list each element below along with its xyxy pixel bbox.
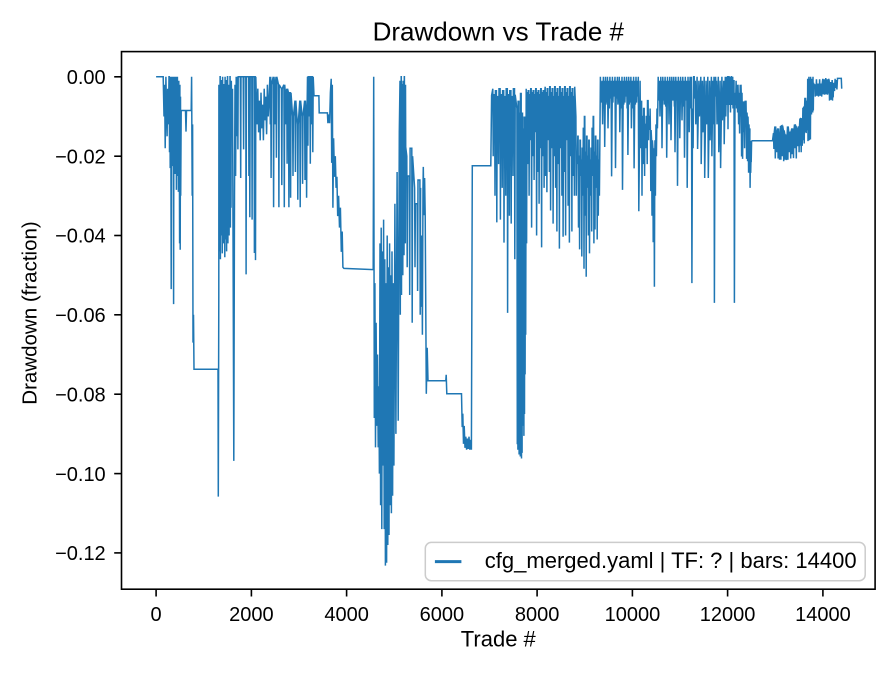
svg-text:8000: 8000	[515, 604, 560, 626]
svg-text:cfg_merged.yaml | TF: ? | bars: cfg_merged.yaml | TF: ? | bars: 14400	[485, 548, 857, 573]
svg-text:−0.04: −0.04	[55, 226, 106, 248]
svg-text:Trade #: Trade #	[461, 627, 537, 652]
svg-text:−0.02: −0.02	[55, 146, 106, 168]
svg-text:Drawdown vs Trade #: Drawdown vs Trade #	[373, 17, 625, 47]
svg-text:0: 0	[151, 604, 162, 626]
svg-text:0.00: 0.00	[67, 67, 106, 89]
svg-text:Drawdown (fraction): Drawdown (fraction)	[19, 221, 42, 404]
svg-text:−0.12: −0.12	[55, 543, 106, 565]
svg-text:10000: 10000	[605, 604, 661, 626]
svg-text:14000: 14000	[795, 604, 851, 626]
svg-text:−0.10: −0.10	[55, 464, 106, 486]
svg-text:6000: 6000	[420, 604, 465, 626]
svg-text:12000: 12000	[700, 604, 756, 626]
svg-text:2000: 2000	[229, 604, 274, 626]
svg-text:−0.06: −0.06	[55, 305, 106, 327]
svg-text:−0.08: −0.08	[55, 384, 106, 406]
svg-text:4000: 4000	[324, 604, 369, 626]
